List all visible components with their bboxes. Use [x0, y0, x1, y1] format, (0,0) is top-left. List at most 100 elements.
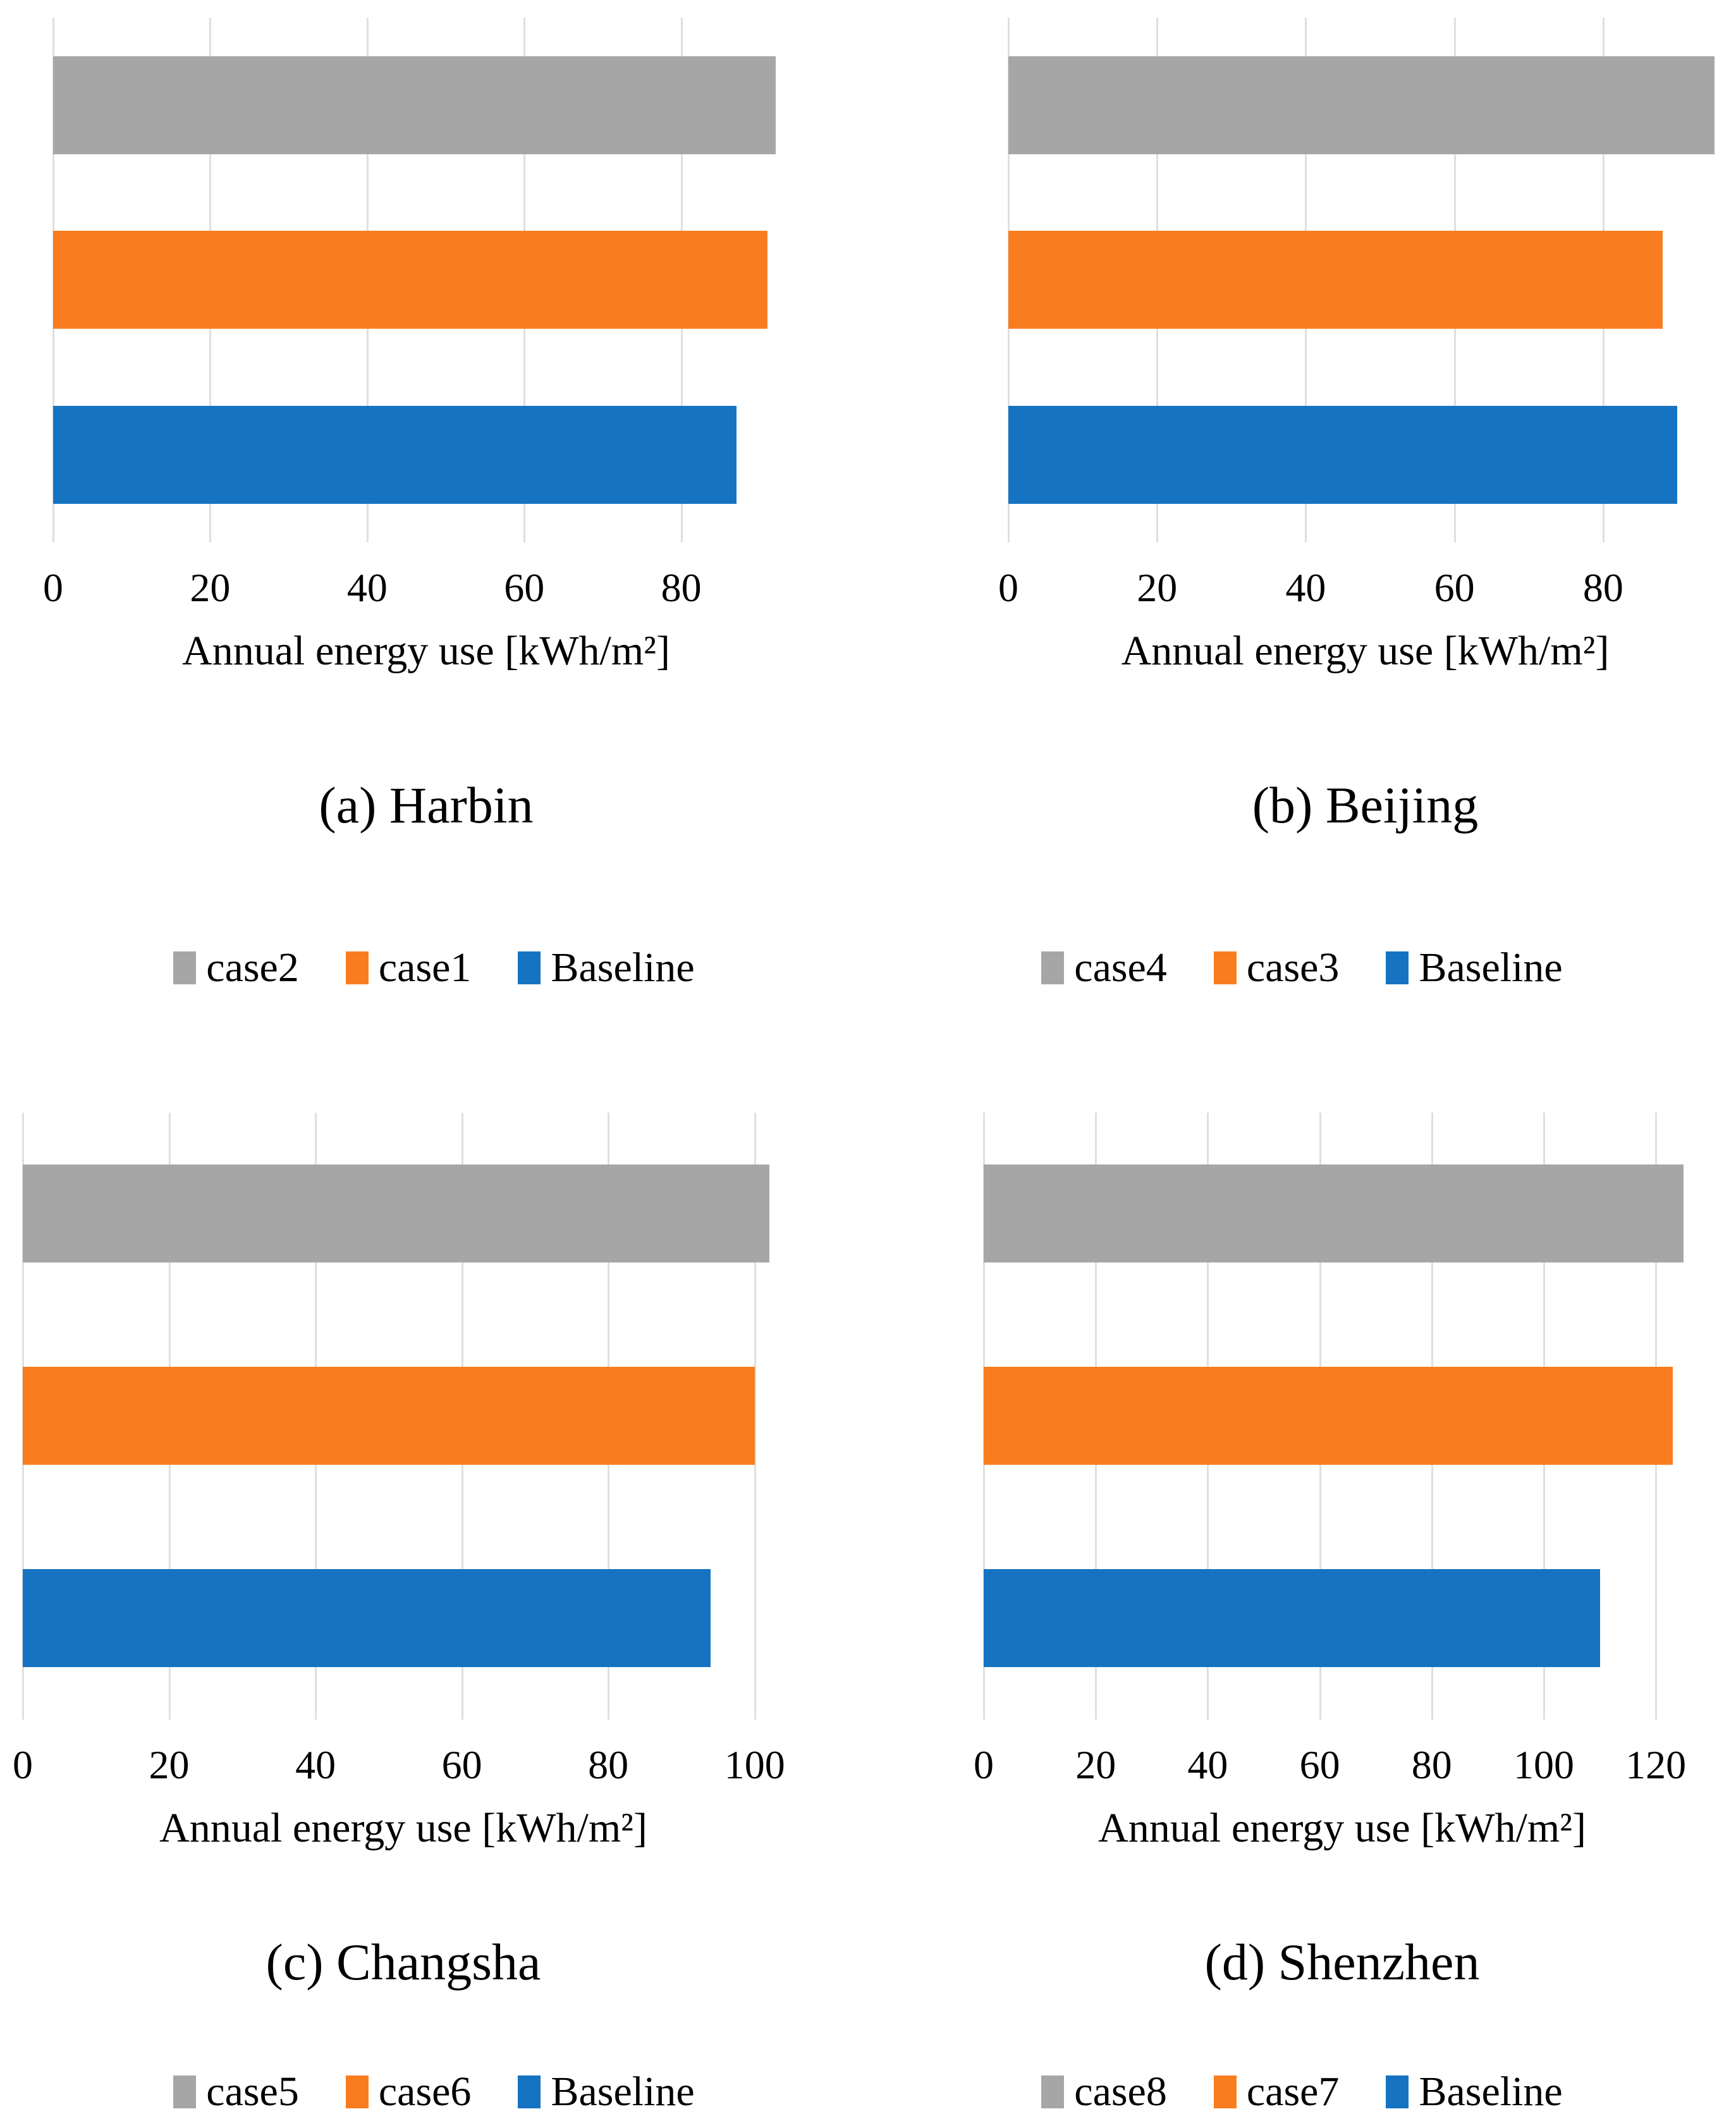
chart-caption: (b) Beijing	[1252, 776, 1479, 834]
bar-case3	[1008, 231, 1663, 329]
x-tick-label: 80	[1582, 565, 1623, 610]
x-tick-label: 40	[295, 1742, 336, 1787]
category-band	[53, 193, 799, 368]
x-ticks: 0 20 40 60 80	[998, 563, 1722, 613]
legend-item-case2: case2	[173, 939, 299, 996]
bar-baseline	[53, 406, 737, 504]
chart-panel-changsha: 0 20 40 60 80 100 Annual energy use [kWh/m²] …	[0, 1049, 868, 2121]
x-tick-label: 40	[1187, 1742, 1228, 1787]
x-tick-label: 40	[1285, 565, 1326, 610]
chart-panel-beijing: 0 20 40 60 80 Annual energy use [kWh/m²] (b)…	[868, 0, 1736, 1049]
bar-baseline	[1008, 406, 1678, 504]
chart-caption: (d) Shenzhen	[1204, 1933, 1480, 1991]
category-band	[53, 367, 799, 542]
category-band	[23, 1517, 784, 1720]
legend: case2 case1 Baseline	[0, 939, 868, 996]
plot-bars	[1008, 18, 1722, 542]
legend-swatch	[173, 2075, 197, 2108]
x-ticks: 0 20 40 60 80 100 120	[974, 1740, 1701, 1790]
plot-area	[22, 1113, 784, 1720]
legend: case5 case6 Baseline	[0, 2063, 868, 2120]
chart-caption: (a) Harbin	[319, 776, 534, 834]
chart-panel-harbin: 0 20 40 60 80 Annual energy use [kWh/m²] (a)…	[0, 0, 868, 1049]
x-ticks: 0 20 40 60 80	[43, 563, 799, 613]
legend-item-case7: case7	[1213, 2063, 1340, 2120]
x-tick-label: 0	[974, 1742, 994, 1787]
legend-swatch	[173, 951, 197, 984]
legend-item-baseline: Baseline	[518, 2063, 695, 2120]
legend-item-baseline: Baseline	[1386, 2063, 1563, 2120]
x-tick-label: 100	[1513, 1742, 1574, 1787]
legend-swatch	[1213, 951, 1237, 984]
legend-item-case1: case1	[345, 939, 472, 996]
x-tick-label: 100	[724, 1742, 785, 1787]
category-band	[53, 18, 799, 193]
x-tick-label: 20	[149, 1742, 190, 1787]
x-tick-label: 20	[1075, 1742, 1116, 1787]
legend-swatch	[345, 2075, 369, 2108]
x-tick-label: 80	[661, 565, 702, 610]
legend-swatch	[1041, 951, 1065, 984]
category-band	[23, 1113, 784, 1315]
x-tick-label: 60	[1434, 565, 1475, 610]
plot-bars	[53, 18, 799, 542]
bar-case8	[984, 1164, 1684, 1263]
legend-item-baseline: Baseline	[1386, 939, 1563, 996]
legend-label: Baseline	[1419, 944, 1563, 991]
x-tick-label: 0	[43, 565, 63, 610]
gridline	[754, 1113, 756, 1720]
legend-item-case8: case8	[1041, 2063, 1167, 2120]
category-band	[1008, 193, 1722, 368]
x-axis-title: Annual energy use [kWh/m²]	[182, 628, 670, 674]
legend-item-case5: case5	[173, 2063, 299, 2120]
legend-label: case6	[378, 2069, 472, 2115]
legend-swatch	[1386, 2075, 1409, 2108]
legend: case8 case7 Baseline	[868, 2063, 1736, 2120]
legend-label: case4	[1074, 944, 1167, 991]
legend-label: case3	[1246, 944, 1340, 991]
x-tick-label: 40	[346, 565, 388, 610]
legend-swatch	[518, 951, 541, 984]
bar-case2	[53, 56, 776, 154]
plot-area	[52, 18, 799, 542]
x-tick-label: 20	[1137, 565, 1178, 610]
category-band	[984, 1113, 1701, 1315]
legend-swatch	[518, 2075, 541, 2108]
legend-swatch	[1386, 951, 1409, 984]
x-tick-label: 0	[998, 565, 1018, 610]
plot-bars	[984, 1113, 1701, 1720]
bar-baseline	[984, 1569, 1600, 1668]
x-tick-label: 60	[1299, 1742, 1340, 1787]
x-tick-label: 120	[1625, 1742, 1687, 1787]
legend: case4 case3 Baseline	[868, 939, 1736, 996]
legend-label: case8	[1074, 2069, 1167, 2115]
category-band	[984, 1315, 1701, 1517]
x-tick-label: 0	[13, 1742, 33, 1787]
x-axis-title: Annual energy use [kWh/m²]	[159, 1805, 647, 1851]
plot-bars	[23, 1113, 784, 1720]
chart-panel-shenzhen: 0 20 40 60 80 100 120 Annual energy use [kWh/m…	[868, 1049, 1736, 2121]
category-band	[1008, 18, 1722, 193]
plot-area	[1008, 18, 1722, 542]
x-ticks: 0 20 40 60 80 100	[13, 1740, 785, 1790]
chart-caption: (c) Changsha	[266, 1933, 541, 1991]
x-tick-label: 60	[441, 1742, 482, 1787]
x-axis-title: Annual energy use [kWh/m²]	[1098, 1805, 1586, 1851]
bar-case6	[23, 1367, 755, 1465]
legend-label: case7	[1246, 2069, 1340, 2115]
legend-label: Baseline	[551, 944, 695, 991]
legend-item-case4: case4	[1041, 939, 1167, 996]
legend-swatch	[1041, 2075, 1065, 2108]
x-axis-title: Annual energy use [kWh/m²]	[1121, 628, 1610, 674]
category-band	[984, 1517, 1701, 1720]
legend-item-case6: case6	[345, 2063, 472, 2120]
legend-swatch	[345, 951, 369, 984]
x-tick-label: 60	[504, 565, 545, 610]
legend-label: case5	[206, 2069, 299, 2115]
legend-item-baseline: Baseline	[518, 939, 695, 996]
x-tick-label: 20	[190, 565, 231, 610]
legend-label: case1	[378, 944, 472, 991]
bar-case7	[984, 1367, 1673, 1465]
legend-label: case2	[206, 944, 299, 991]
